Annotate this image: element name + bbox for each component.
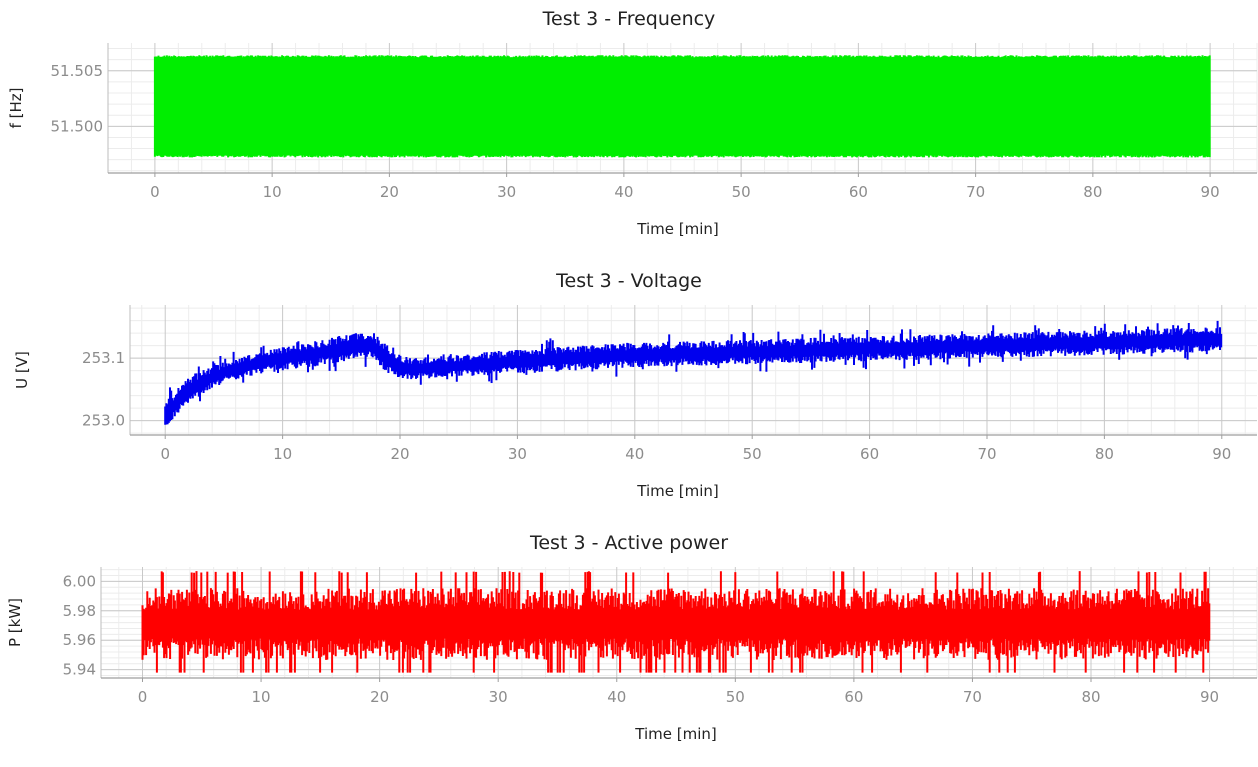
x-tick-label: 90 — [1201, 183, 1220, 201]
x-tick-label: 40 — [614, 183, 633, 201]
data-series — [153, 55, 1211, 158]
y-tick-label: 253.1 — [82, 349, 125, 367]
y-tick-label: 5.98 — [63, 602, 96, 620]
x-tick-label: 20 — [390, 445, 409, 463]
active-power-panel: Test 3 - Active power 0 10 20 30 40 50 60 70 80 9… — [0, 525, 1258, 767]
x-tick-label: 50 — [732, 183, 751, 201]
x-tick-label: 40 — [607, 688, 626, 706]
x-tick-label: 30 — [489, 688, 508, 706]
x-tick-label: 80 — [1095, 445, 1114, 463]
y-axis-label: f [Hz] — [7, 88, 25, 129]
x-tick-label: 60 — [844, 688, 863, 706]
x-tick-label: 60 — [849, 183, 868, 201]
x-tick-label: 60 — [860, 445, 879, 463]
chart-title: Test 3 - Active power — [529, 532, 728, 554]
x-tick-label: 0 — [160, 445, 170, 463]
x-tick-label: 50 — [726, 688, 745, 706]
x-tick-label: 10 — [273, 445, 292, 463]
x-axis-label: Time [min] — [636, 220, 718, 238]
x-tick-label: 30 — [497, 183, 516, 201]
x-tick-label: 70 — [977, 445, 996, 463]
y-axis-label: P [kW] — [6, 598, 24, 647]
x-tick-label: 30 — [508, 445, 527, 463]
voltage-panel: Test 3 - Voltage 0 10 20 30 40 50 60 70 80 90 253.… — [0, 263, 1258, 508]
y-tick-label: 51.505 — [51, 62, 104, 80]
major-grid — [130, 305, 1257, 435]
active-power-chart: 0 10 20 30 40 50 60 70 80 90 5.94 5.96 5.98 6.00 Time … — [6, 567, 1258, 743]
x-tick-label: 90 — [1200, 688, 1219, 706]
chart-title: Test 3 - Voltage — [556, 270, 702, 292]
x-tick-label: 0 — [150, 183, 160, 201]
x-tick-label: 0 — [138, 688, 148, 706]
x-tick-label: 70 — [963, 688, 982, 706]
minor-grid — [130, 305, 1257, 435]
chart-title: Test 3 - Frequency — [542, 8, 716, 30]
data-series — [164, 320, 1223, 425]
x-tick-label: 10 — [252, 688, 271, 706]
data-series — [141, 571, 1211, 673]
x-tick-label: 90 — [1212, 445, 1231, 463]
y-axis-label: U [V] — [13, 351, 31, 389]
x-tick-label: 80 — [1083, 183, 1102, 201]
frequency-chart: 0 10 20 30 40 50 60 70 80 90 51.500 51.505 Time [min… — [7, 43, 1258, 238]
voltage-chart: 0 10 20 30 40 50 60 70 80 90 253.0 253.1 Time [min] U… — [13, 305, 1257, 500]
frequency-panel: Test 3 - Frequency 0 10 20 30 40 50 60 70 80 90 51… — [0, 0, 1258, 245]
x-tick-label: 80 — [1081, 688, 1100, 706]
x-axis-label: Time [min] — [636, 482, 718, 500]
y-tick-label: 6.00 — [63, 572, 96, 590]
x-axis-label: Time [min] — [634, 725, 716, 743]
x-tick-label: 10 — [263, 183, 282, 201]
y-tick-label: 51.500 — [51, 117, 104, 135]
x-tick-label: 20 — [380, 183, 399, 201]
x-tick-label: 50 — [743, 445, 762, 463]
x-tick-label: 40 — [625, 445, 644, 463]
y-tick-label: 253.0 — [82, 412, 125, 430]
x-tick-label: 70 — [966, 183, 985, 201]
y-tick-label: 5.96 — [63, 631, 96, 649]
y-tick-label: 5.94 — [63, 661, 96, 679]
x-tick-label: 20 — [370, 688, 389, 706]
